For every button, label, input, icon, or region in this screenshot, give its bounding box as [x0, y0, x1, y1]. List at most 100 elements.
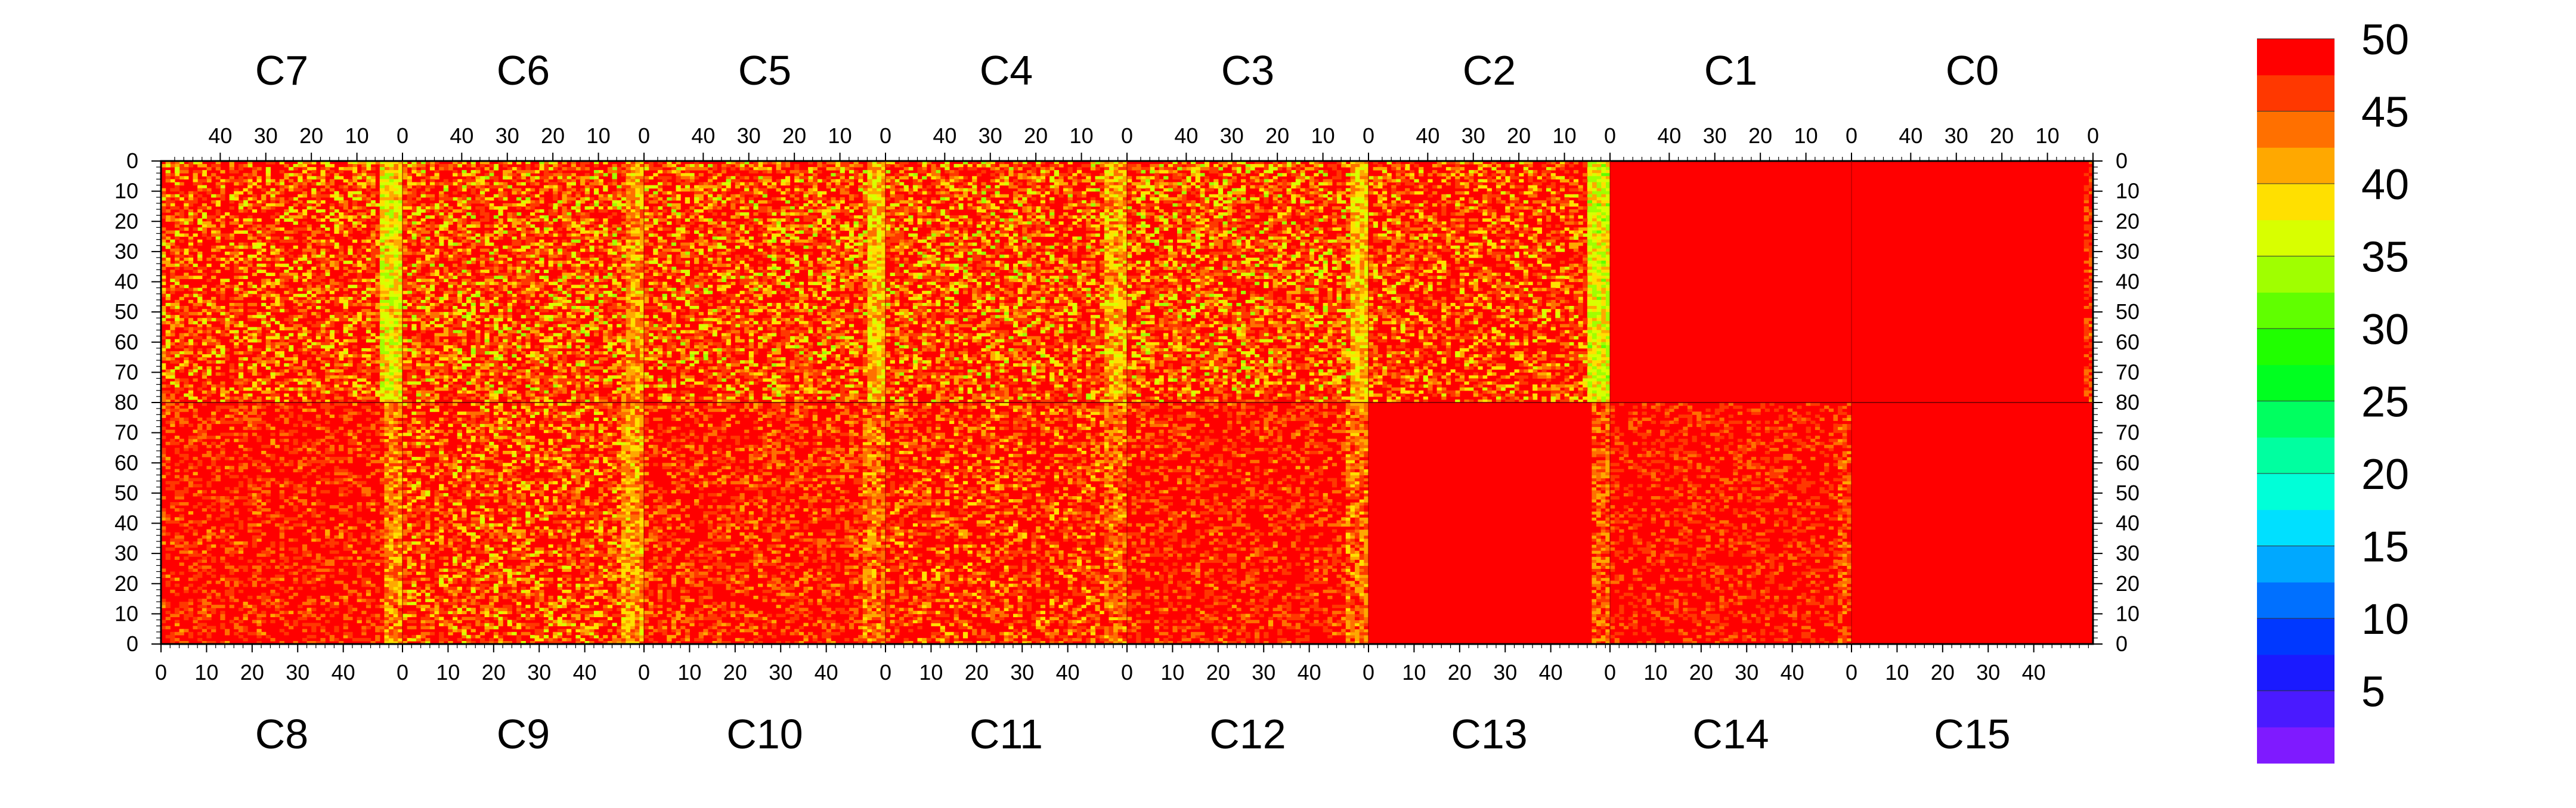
heat-cell: [448, 237, 453, 240]
heat-cell: [270, 227, 275, 231]
heat-cell: [589, 394, 594, 397]
heat-cell: [184, 227, 188, 231]
heat-cell: [503, 336, 507, 340]
heat-cell: [434, 176, 439, 179]
heat-cell: [448, 182, 453, 185]
heat-cell: [599, 230, 603, 234]
heat-cell: [197, 270, 202, 273]
heat-cell: [471, 366, 476, 370]
heat-cell: [612, 194, 617, 198]
heat-cell: [380, 218, 385, 222]
heat-cell: [266, 273, 271, 276]
heat-cell: [394, 197, 398, 201]
heat-cell: [371, 333, 376, 337]
heat-cell: [339, 203, 343, 207]
heat-cell: [575, 237, 580, 240]
heat-cell: [348, 209, 352, 213]
heat-cell: [175, 282, 179, 286]
heat-cell: [247, 336, 252, 340]
heat-cell: [516, 342, 521, 346]
heat-cell: [639, 382, 644, 385]
heat-cell: [566, 255, 571, 258]
heat-cell: [594, 312, 599, 315]
heat-cell: [475, 375, 480, 379]
heat-cell: [230, 194, 234, 198]
heat-cell: [421, 164, 426, 168]
heat-cell: [626, 351, 630, 355]
heat-cell: [175, 318, 179, 321]
heat-cell: [366, 164, 371, 168]
heat-cell: [558, 215, 562, 219]
heat-cell: [266, 339, 271, 343]
heat-cell: [434, 394, 439, 397]
heat-cell: [266, 167, 271, 171]
heat-cell: [179, 176, 184, 179]
heat-cell: [357, 249, 362, 252]
heat-cell: [384, 394, 389, 397]
heat-cell: [425, 176, 430, 179]
heat-cell: [380, 221, 385, 225]
heat-cell: [462, 261, 466, 264]
heat-cell: [384, 354, 389, 358]
heat-cell: [635, 385, 640, 388]
heat-cell: [275, 237, 280, 240]
heat-cell: [307, 282, 312, 286]
heat-cell: [316, 385, 321, 388]
heat-cell: [617, 243, 621, 246]
heat-cell: [343, 366, 348, 370]
heat-cell: [243, 243, 248, 246]
heat-cell: [371, 348, 376, 352]
heat-cell: [170, 330, 175, 334]
heat-cell: [466, 182, 471, 185]
heat-cell: [343, 306, 348, 309]
heat-cell: [457, 221, 462, 225]
heat-cell: [193, 197, 197, 201]
heat-cell: [575, 297, 580, 301]
heat-cell: [202, 170, 207, 174]
heat-cell: [575, 227, 580, 231]
heat-cell: [512, 224, 516, 228]
heat-cell: [553, 379, 558, 382]
heat-cell: [307, 288, 312, 292]
heat-cell: [471, 306, 476, 309]
heat-cell: [434, 212, 439, 216]
heat-cell: [179, 170, 184, 174]
heat-cell: [366, 357, 371, 361]
heat-cell: [256, 294, 261, 298]
heat-cell: [334, 197, 339, 201]
heat-cell: [184, 206, 188, 210]
heat-cell: [457, 164, 462, 168]
heat-cell: [608, 345, 612, 349]
heat-cell: [503, 273, 507, 276]
heat-cell: [562, 240, 566, 243]
heat-cell: [261, 382, 266, 385]
heat-cell: [330, 324, 335, 327]
heat-cell: [608, 234, 612, 237]
heat-cell: [466, 297, 471, 301]
heat-cell: [439, 388, 444, 391]
heat-cell: [480, 182, 485, 185]
heat-cell: [617, 366, 621, 370]
heat-cell: [175, 206, 179, 210]
heat-cell: [630, 321, 635, 324]
heat-cell: [485, 360, 490, 364]
heat-cell: [516, 369, 521, 373]
heat-cell: [516, 397, 521, 400]
heat-cell: [444, 339, 448, 343]
heat-cell: [394, 394, 398, 397]
heat-cell: [184, 360, 188, 364]
heat-cell: [416, 375, 421, 379]
heat-cell: [188, 275, 193, 279]
heat-cell: [170, 321, 175, 324]
heat-cell: [293, 182, 298, 185]
heat-cell: [462, 363, 466, 367]
heat-cell: [239, 275, 243, 279]
heat-cell: [507, 327, 512, 330]
heat-cell: [202, 215, 207, 219]
heat-cell: [498, 354, 503, 358]
heat-cell: [421, 191, 426, 195]
heat-cell: [475, 179, 480, 182]
heat-cell: [293, 230, 298, 234]
heat-cell: [170, 270, 175, 273]
heat-cell: [525, 391, 530, 394]
